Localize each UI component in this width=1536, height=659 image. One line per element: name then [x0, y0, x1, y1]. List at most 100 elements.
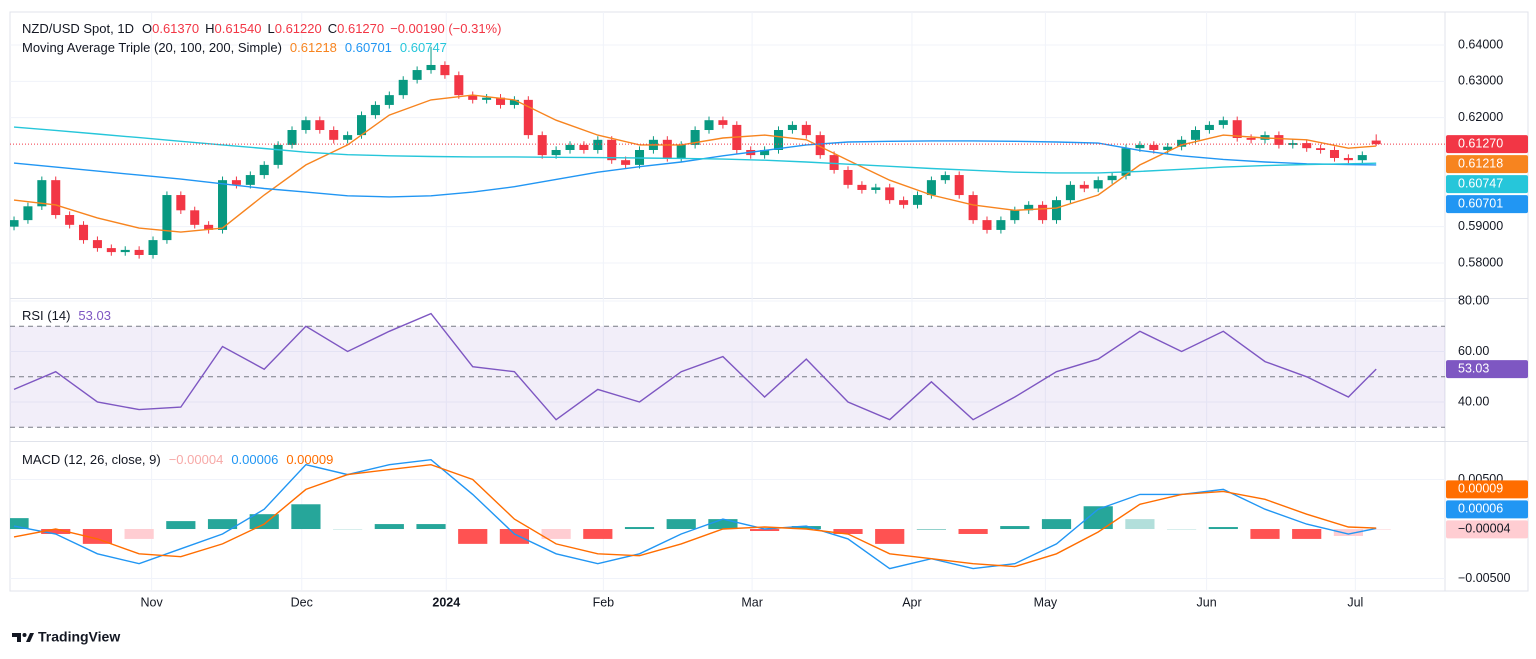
footer-brand: TradingView	[38, 629, 120, 645]
legend-line: NZD/USD Spot, 1D O0.61370 H0.61540 L0.61220…	[22, 21, 501, 36]
candle-body	[565, 144, 575, 150]
histogram-bar	[41, 529, 71, 534]
candle-body	[662, 139, 672, 158]
candle-body	[968, 195, 978, 221]
candle-body	[357, 115, 367, 136]
histogram-bar	[1125, 519, 1155, 530]
candle-body	[370, 104, 380, 116]
x-tick-label: Feb	[593, 595, 615, 609]
x-tick-label: Nov	[141, 595, 164, 609]
ma-badge: 0.60747	[1458, 176, 1503, 190]
candle-body	[801, 124, 811, 136]
ma-badge: 0.60701	[1458, 196, 1503, 210]
candle-body	[523, 99, 533, 136]
histogram-bar	[1333, 529, 1363, 536]
candle-body	[1010, 210, 1020, 221]
ohlc-label: C	[328, 21, 337, 36]
candle-body	[398, 79, 408, 96]
candle-body	[1107, 175, 1117, 181]
rsi	[13, 312, 1377, 421]
histogram-bar	[124, 529, 154, 539]
macd-line	[13, 463, 1377, 568]
candle-body	[343, 135, 353, 140]
candle-body	[315, 120, 325, 131]
histogram-bar	[1208, 527, 1238, 530]
candle-body	[23, 206, 33, 221]
ohlc-label: O	[142, 21, 152, 36]
candle-body	[120, 249, 130, 253]
candle-body	[65, 215, 75, 225]
y-tick-label: 0.59000	[1458, 219, 1503, 233]
candle-body	[954, 175, 964, 196]
candle-body	[106, 248, 116, 253]
price-badge-bg	[1446, 135, 1528, 154]
histogram-bar	[207, 519, 238, 530]
x-tick-label: Dec	[291, 595, 313, 609]
macd-legend-value: 0.00006	[231, 452, 278, 467]
histogram-bar	[1000, 526, 1030, 530]
candle-body	[912, 195, 923, 205]
candle-body	[1079, 184, 1089, 189]
ma-badge-bg	[1446, 175, 1528, 194]
macd-badge-bg	[1446, 480, 1528, 499]
candle-body	[829, 155, 839, 170]
rsi-line	[13, 312, 1377, 421]
candle-body	[537, 135, 547, 156]
candle-body	[1038, 204, 1048, 221]
candle-body	[607, 139, 617, 161]
histogram-bar	[1361, 529, 1391, 530]
rsi-badge: 53.03	[1458, 361, 1489, 375]
ohlc-label: H	[205, 21, 214, 36]
candle-body	[551, 149, 561, 156]
histogram-bar	[1292, 529, 1322, 539]
candle-body	[176, 195, 186, 211]
candle-body	[51, 180, 61, 216]
legend-line: MACD (12, 26, close, 9) −0.00004 0.00006 0.…	[22, 452, 333, 467]
histogram-badge-bg	[1446, 520, 1528, 539]
x-tick-label: 2024	[432, 595, 460, 609]
candle-body	[1135, 144, 1145, 149]
moving-average-line	[13, 126, 1377, 174]
candle-body	[621, 160, 631, 165]
candle-body	[704, 120, 714, 131]
candle-body	[857, 184, 867, 190]
candle-body	[843, 169, 853, 185]
candle-body	[579, 144, 589, 150]
histogram-bar	[708, 519, 738, 530]
histogram-bar	[10, 518, 29, 530]
y-tick-label: 0.58000	[1458, 255, 1503, 269]
candle-body	[10, 220, 19, 227]
ohlc-label: L	[268, 21, 275, 36]
candle-body	[1218, 120, 1228, 125]
rsi-badge-bg	[1446, 360, 1528, 379]
y-tick-label: 0.62000	[1458, 110, 1503, 124]
candle-body	[593, 139, 603, 150]
symbol-title: NZD/USD Spot, 1D	[22, 21, 134, 36]
candle-body	[1163, 146, 1173, 150]
candle-body	[1329, 149, 1340, 158]
macd-badge: 0.00006	[1458, 502, 1503, 516]
ohlc-value: 0.61270	[337, 21, 384, 36]
macd	[10, 458, 1391, 570]
histogram-bar	[82, 529, 113, 544]
histogram-bar	[166, 521, 196, 530]
candle-body	[871, 187, 881, 190]
candle-body	[509, 99, 519, 105]
histogram-bar	[833, 529, 863, 534]
candle-body	[1343, 157, 1353, 161]
histogram-bar	[499, 529, 530, 544]
y-tick-label: 0.64000	[1458, 37, 1503, 51]
candle-body	[885, 187, 895, 201]
candle-body	[218, 180, 228, 230]
tradingview-logo: TradingView	[12, 629, 120, 645]
histogram-bar	[666, 519, 696, 530]
change-value: −0.00190 (−0.31%)	[390, 21, 501, 36]
candle-body	[1190, 130, 1201, 140]
y-tick-label: −0.00500	[1458, 571, 1511, 585]
candle-body	[787, 124, 797, 131]
rsi-legend-value: 53.03	[78, 308, 111, 323]
candle-body	[454, 75, 464, 96]
y-tick-label: 80.00	[1458, 293, 1489, 307]
y-tick-label: 40.00	[1458, 394, 1489, 408]
